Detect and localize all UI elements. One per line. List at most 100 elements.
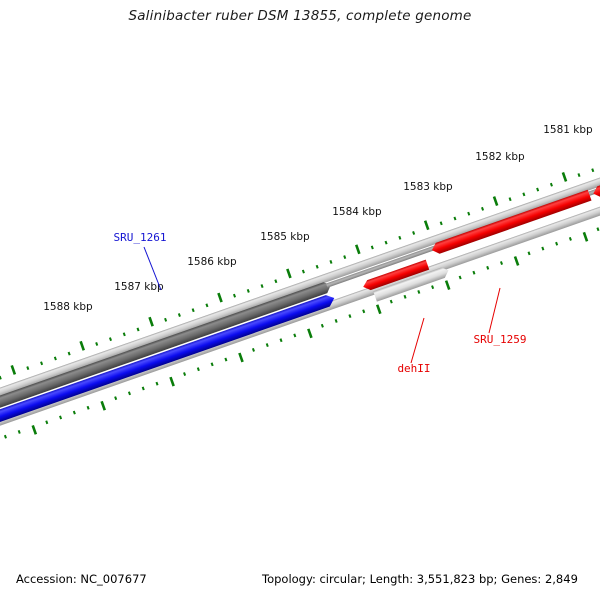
tick-minor-icon: [0, 375, 2, 380]
tick-major-icon: [286, 268, 292, 279]
axis-tick-label: 1581 kbp: [543, 124, 593, 136]
tick-minor-icon: [577, 173, 581, 178]
tick-minor-icon: [591, 168, 595, 173]
tick-minor-icon: [293, 333, 297, 338]
tick-minor-icon: [334, 318, 338, 323]
tick-minor-icon: [362, 309, 366, 314]
tick-minor-icon: [384, 240, 388, 245]
axis-labels: 1588 kbp 1587 kbp 1586 kbp 1585 kbp 1584…: [43, 124, 593, 313]
gene-label-dehII[interactable]: dehII: [397, 362, 430, 375]
tick-minor-icon: [412, 231, 416, 235]
tick-major-icon: [79, 340, 85, 351]
gene-SRU_1261[interactable]: [0, 293, 336, 527]
tick-minor-icon: [3, 434, 7, 439]
tick-minor-icon: [141, 386, 145, 391]
tick-major-icon: [169, 376, 175, 387]
tick-row-lower: [3, 227, 600, 439]
page-title: Salinibacter ruber DSM 13855, complete g…: [128, 8, 472, 24]
tick-minor-icon: [348, 314, 352, 319]
tick-minor-icon: [389, 299, 393, 304]
tick-major-icon: [10, 365, 17, 375]
gene-SRU_1260[interactable]: [0, 280, 333, 514]
axis-tick-label: 1588 kbp: [43, 301, 93, 313]
tick-minor-icon: [86, 405, 90, 410]
axis-tick-label: 1583 kbp: [403, 181, 453, 193]
tick-minor-icon: [26, 366, 30, 371]
gene-annotation-SRU_1261[interactable]: SRU_1261: [114, 231, 167, 291]
tick-minor-icon: [472, 270, 476, 275]
tick-minor-icon: [481, 206, 485, 211]
tick-minor-icon: [246, 288, 250, 293]
tick-minor-icon: [251, 347, 255, 352]
tick-minor-icon: [320, 323, 324, 328]
tick-major-icon: [31, 424, 38, 435]
tick-minor-icon: [499, 261, 504, 265]
tick-minor-icon: [596, 227, 600, 232]
tick-major-icon: [217, 292, 223, 303]
axis-tick-label: 1584 kbp: [332, 206, 382, 218]
tick-major-icon: [148, 316, 154, 327]
tick-major-icon: [375, 304, 382, 315]
leader-line-SRU_1261: [143, 246, 162, 291]
tick-minor-icon: [136, 327, 140, 332]
tick-minor-icon: [536, 187, 540, 192]
axis-tick-label: 1587 kbp: [114, 281, 164, 293]
gene-dehII[interactable]: [373, 266, 450, 302]
tick-minor-icon: [224, 357, 228, 362]
tick-minor-icon: [72, 410, 76, 415]
tick-minor-icon: [191, 308, 195, 313]
backbone-ribbon-outer: [0, 72, 600, 504]
tick-minor-icon: [568, 236, 572, 241]
tick-minor-icon: [527, 251, 531, 256]
tick-minor-icon: [127, 391, 131, 396]
tick-minor-icon: [17, 429, 21, 434]
tick-minor-icon: [417, 290, 421, 294]
tick-minor-icon: [210, 362, 214, 367]
tick-minor-icon: [67, 351, 71, 356]
tick-minor-icon: [301, 269, 305, 274]
tick-minor-icon: [486, 265, 490, 270]
tick-major-icon: [238, 352, 244, 363]
tick-minor-icon: [555, 241, 559, 246]
tick-major-icon: [492, 196, 499, 206]
gene-red-stub[interactable]: [362, 259, 430, 292]
tick-minor-icon: [398, 235, 402, 240]
tick-minor-icon: [155, 381, 159, 386]
genome-backbone-group: [0, 72, 600, 530]
tick-minor-icon: [232, 293, 237, 298]
gene-annotation-dehII[interactable]: dehII: [397, 317, 431, 375]
tick-major-icon: [444, 280, 451, 291]
tick-minor-icon: [453, 216, 457, 221]
tick-minor-icon: [59, 415, 63, 420]
gene-label-SRU_1259[interactable]: SRU_1259: [474, 333, 527, 346]
axis-tick-label: 1582 kbp: [475, 151, 525, 163]
gene-body-lightgray: [373, 267, 449, 302]
tick-major-icon: [100, 400, 106, 411]
leader-line-SRU_1259: [488, 287, 501, 334]
tick-major-icon: [561, 172, 568, 182]
leader-line-dehII: [410, 317, 425, 364]
gene-SRU_1259[interactable]: [430, 189, 592, 256]
tick-major-icon: [513, 256, 520, 266]
tick-minor-icon: [53, 356, 57, 361]
gene-body-red-main: [431, 189, 592, 254]
tick-minor-icon: [164, 317, 168, 322]
tick-minor-icon: [205, 303, 209, 308]
tick-minor-icon: [260, 284, 264, 288]
gene-body-gray: [0, 282, 331, 514]
tick-minor-icon: [177, 313, 181, 317]
tick-minor-icon: [439, 221, 443, 226]
tick-minor-icon: [183, 372, 187, 376]
tick-minor-icon: [265, 343, 269, 347]
tick-major-icon: [307, 328, 313, 339]
accession-status: Accession: NC_007677: [16, 572, 147, 586]
gene-annotation-SRU_1259[interactable]: SRU_1259: [474, 287, 527, 346]
tick-minor-icon: [458, 275, 462, 280]
gene-label-SRU_1261[interactable]: SRU_1261: [114, 231, 167, 244]
gene-body-blue: [0, 295, 335, 527]
tick-minor-icon: [274, 279, 278, 284]
tick-minor-icon: [370, 245, 374, 250]
tick-minor-icon: [315, 264, 319, 269]
